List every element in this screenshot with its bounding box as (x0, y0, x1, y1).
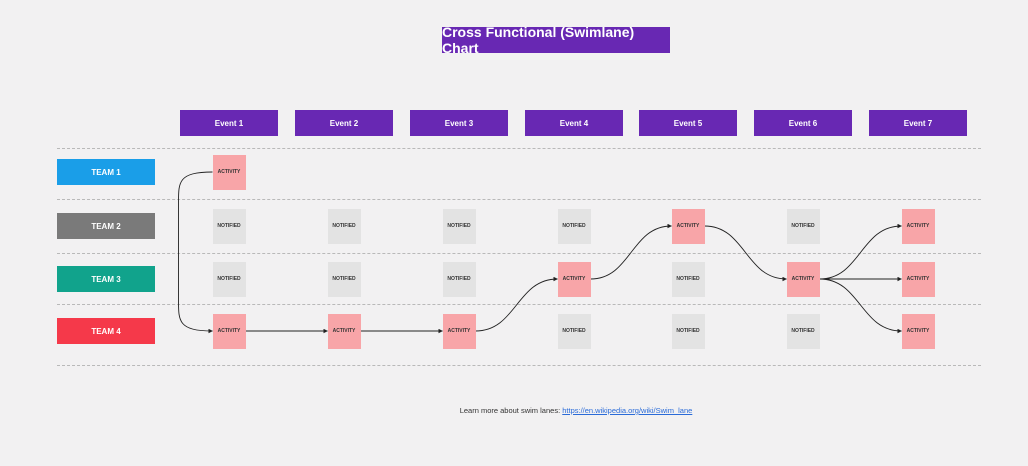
team-label-3: TEAM 3 (57, 266, 155, 292)
notified-box[interactable]: NOTIFIED (327, 261, 361, 297)
lane-separator (57, 253, 981, 254)
event-header-2: Event 2 (295, 110, 393, 136)
team-label-2: TEAM 2 (57, 213, 155, 239)
notified-box[interactable]: NOTIFIED (786, 313, 820, 349)
flow-arrow (475, 276, 558, 332)
activity-box[interactable]: ACTIVITY (557, 261, 591, 297)
activity-box[interactable]: ACTIVITY (212, 313, 246, 349)
activity-box[interactable]: ACTIVITY (327, 313, 361, 349)
lane-separator (57, 365, 981, 366)
footer-text: Learn more about swim lanes: (459, 406, 563, 415)
activity-box[interactable]: ACTIVITY (901, 208, 935, 244)
notified-box[interactable]: NOTIFIED (442, 261, 476, 297)
activity-box[interactable]: ACTIVITY (901, 313, 935, 349)
notified-box[interactable]: NOTIFIED (557, 313, 591, 349)
activity-box[interactable]: ACTIVITY (786, 261, 820, 297)
event-header-6: Event 6 (754, 110, 852, 136)
event-header-3: Event 3 (410, 110, 508, 136)
notified-box[interactable]: NOTIFIED (786, 208, 820, 244)
notified-box[interactable]: NOTIFIED (671, 261, 705, 297)
flow-arrow (819, 278, 902, 334)
notified-box[interactable]: NOTIFIED (327, 208, 361, 244)
notified-box[interactable]: NOTIFIED (212, 261, 246, 297)
flow-arrow (590, 223, 672, 280)
flow-arrow (178, 171, 213, 334)
notified-box[interactable]: NOTIFIED (212, 208, 246, 244)
notified-box[interactable]: NOTIFIED (557, 208, 591, 244)
event-header-4: Event 4 (525, 110, 623, 136)
swim-lane-link[interactable]: https://en.wikipedia.org/wiki/Swim_lane (562, 406, 693, 415)
event-header-1: Event 1 (180, 110, 278, 136)
flow-arrow (704, 225, 787, 282)
chart-title: Cross Functional (Swimlane) Chart (442, 24, 670, 56)
notified-box[interactable]: NOTIFIED (671, 313, 705, 349)
event-header-5: Event 5 (639, 110, 737, 136)
lane-separator (57, 199, 981, 200)
activity-box[interactable]: ACTIVITY (212, 154, 246, 190)
notified-box[interactable]: NOTIFIED (442, 208, 476, 244)
flow-arrow (819, 223, 902, 280)
lane-separator (57, 304, 981, 305)
team-label-4: TEAM 4 (57, 318, 155, 344)
footer: Learn more about swim lanes: https://en.… (0, 406, 1028, 415)
team-label-1: TEAM 1 (57, 159, 155, 185)
lane-separator (57, 148, 981, 149)
activity-box[interactable]: ACTIVITY (901, 261, 935, 297)
event-header-7: Event 7 (869, 110, 967, 136)
activity-box[interactable]: ACTIVITY (442, 313, 476, 349)
activity-box[interactable]: ACTIVITY (671, 208, 705, 244)
